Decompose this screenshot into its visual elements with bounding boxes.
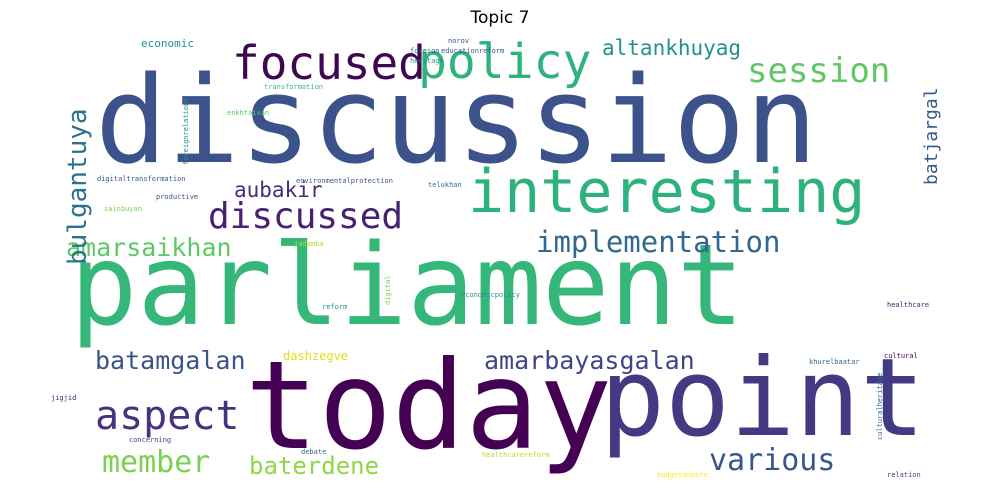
word-healthcare: healthcare	[887, 301, 930, 309]
word-discussion: discussion	[95, 52, 818, 191]
word-khurelbaatar: khurelbaatar	[809, 358, 860, 366]
word-altankhuyag: altankhuyag	[602, 38, 742, 60]
word-session: session	[747, 51, 891, 91]
word-today: today	[245, 335, 613, 477]
word-educationreform: educationreform	[441, 47, 505, 55]
word-culturalheritage: culturalheritage	[876, 372, 884, 440]
word-dashzegve: dashzegve	[283, 349, 349, 363]
word-amarbayasgalan: amarbayasgalan	[484, 346, 695, 375]
word-reform: reform	[322, 303, 348, 311]
word-economic: economic	[141, 38, 194, 50]
word-aubakir: aubakir	[234, 178, 323, 202]
word-jadamba: jadamba	[294, 240, 324, 248]
word-foreignrelations: foreignrelations	[182, 97, 190, 165]
word-foreign: foreign	[410, 47, 440, 55]
word-digital: digital	[384, 275, 392, 305]
word-healthcarereform: healthcarereform	[482, 451, 550, 459]
word-point: point	[600, 336, 926, 461]
word-debate: debate	[301, 448, 327, 456]
word-environmentalprotection: environmentalprotection	[296, 177, 393, 185]
word-member: member	[102, 445, 211, 480]
word-digitaltransformation: digitaltransformation	[97, 175, 186, 183]
word-amarsaikhan: amarsaikhan	[66, 233, 232, 262]
word-enkhtaivan: enkhtaivan	[227, 109, 270, 117]
word-budgetdebate: budgetdebate	[657, 471, 708, 479]
word-relation: relation	[887, 471, 921, 479]
word-transformation: transformation	[264, 83, 324, 91]
word-parliament: parliament	[70, 221, 745, 351]
word-heritage: heritage	[410, 57, 444, 65]
chart-title: Topic 7	[470, 8, 530, 28]
word-interesting: interesting	[468, 157, 866, 227]
word-batamgalan: batamgalan	[95, 346, 246, 375]
word-budget: budget	[806, 404, 814, 430]
word-cloud: parliament discussion today point interestin…	[50, 38, 950, 488]
word-productive: productive	[156, 193, 199, 201]
word-baterdene: baterdene	[249, 452, 380, 480]
word-bulgantuya: bulgantuya	[63, 108, 93, 265]
word-various: various	[709, 443, 836, 478]
word-aspect: aspect	[95, 393, 240, 439]
word-economicpolicy: economicpolicy	[461, 291, 521, 299]
word-concerning: concerning	[129, 436, 172, 444]
word-discussed: discussed	[208, 196, 404, 237]
word-jigjid: jigjid	[51, 394, 77, 402]
word-cultural: cultural	[884, 352, 918, 360]
word-policy: policy	[418, 38, 592, 90]
word-implementation: implementation	[536, 225, 781, 259]
word-telukhan: telukhan	[428, 181, 462, 189]
word-sainbuyan: sainbuyan	[104, 205, 142, 213]
word-focused: focused	[232, 38, 426, 90]
word-batjargal: batjargal	[921, 87, 942, 185]
word-norov: norov	[448, 38, 470, 45]
